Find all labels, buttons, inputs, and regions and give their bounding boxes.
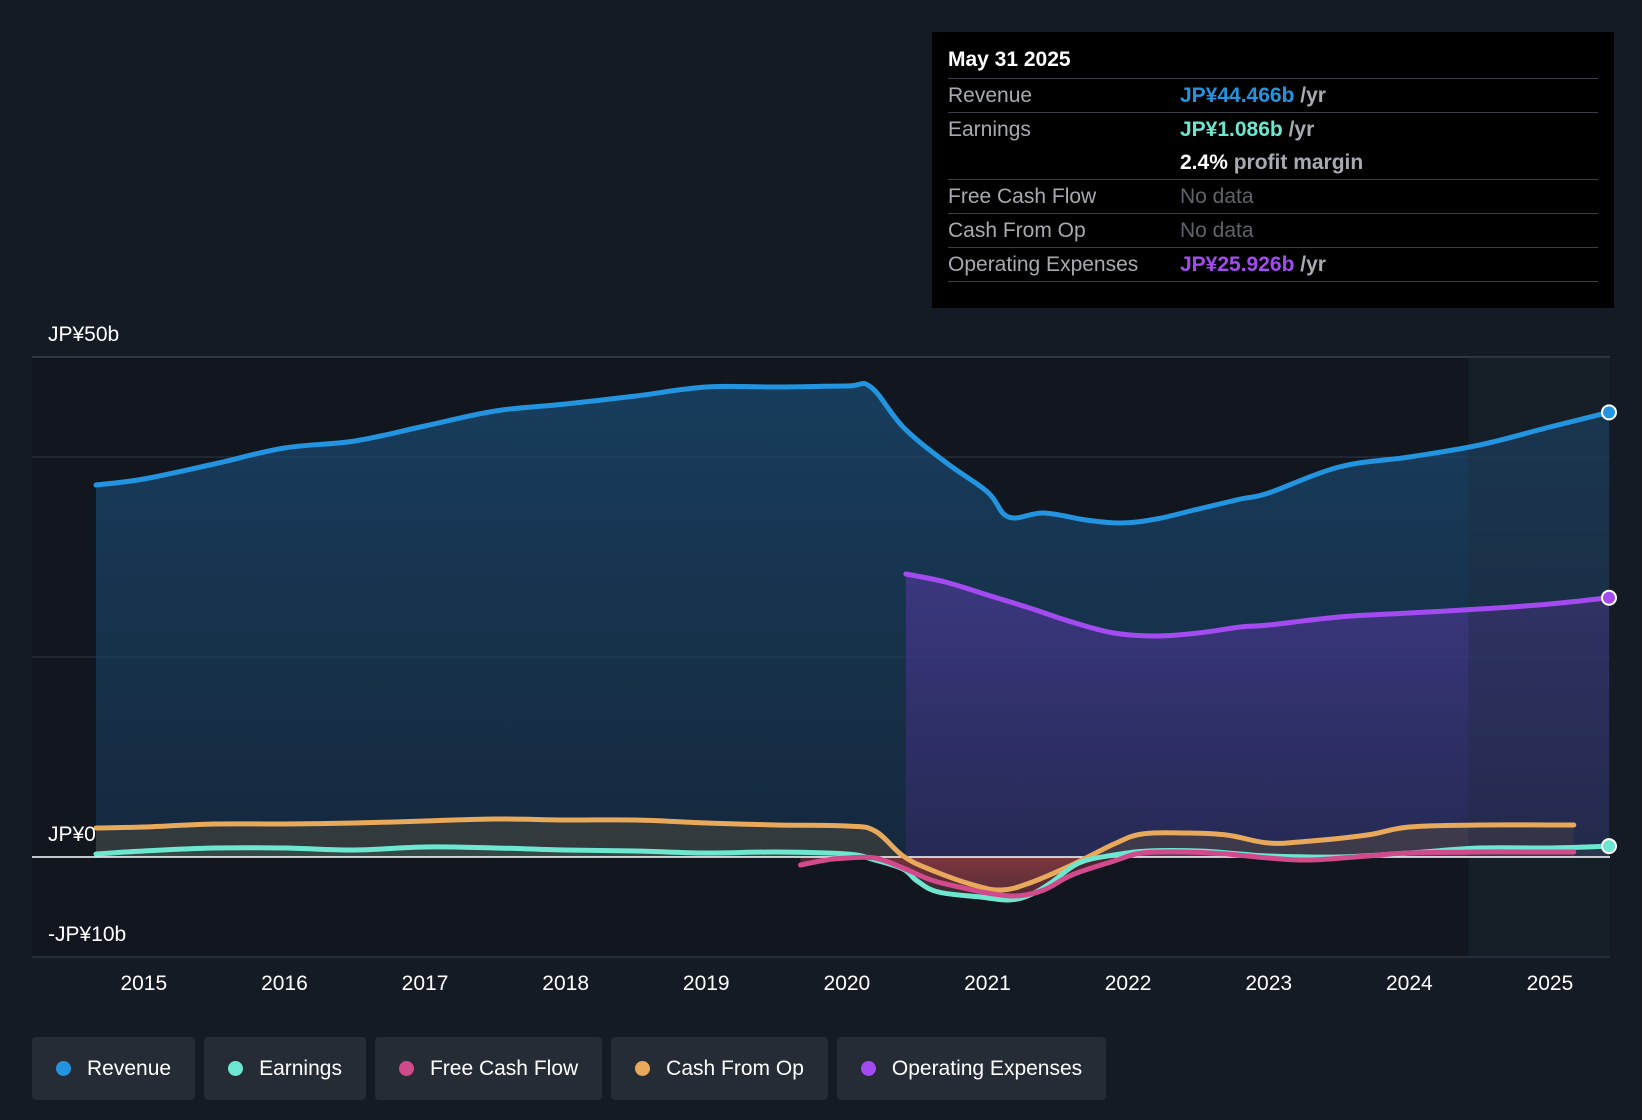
x-tick-2018: 2018 [542,972,589,995]
tooltip-opex-unit: /yr [1300,253,1326,276]
y-label-neg10: -JP¥10b [48,923,126,946]
revenue-dot-icon [56,1061,71,1076]
x-tick-2025: 2025 [1527,972,1574,995]
tooltip-row-revenue: Revenue JP¥44.466b /yr [948,79,1598,113]
tooltip-row-profit-margin: 2.4% profit margin [948,146,1598,180]
tooltip-cfo-label: Cash From Op [948,219,1086,242]
forecast-region [1468,357,1610,957]
x-tick-2024: 2024 [1386,972,1433,995]
x-tick-2023: 2023 [1245,972,1292,995]
x-axis-labels: 2015 2016 2017 2018 2019 2020 2021 2022 2023 2024… [120,972,1573,995]
x-tick-2021: 2021 [964,972,1011,995]
fcf-dot-icon [398,1061,414,1076]
legend-opex-label: Operating Expenses [891,1056,1083,1080]
tooltip-fcf-label: Free Cash Flow [948,185,1097,208]
y-label-0: JP¥0 [48,823,96,846]
legend-item-fcf[interactable]: Free Cash Flow [374,1037,603,1100]
x-tick-2017: 2017 [402,972,449,995]
opex-end-marker [1601,589,1617,606]
tooltip-row-fcf: Free Cash Flow No data [948,180,1598,214]
x-tick-2016: 2016 [261,972,308,995]
legend-earnings-label: Earnings [259,1056,342,1080]
tooltip-earnings-unit: /yr [1288,118,1315,141]
legend-item-revenue[interactable]: Revenue [32,1037,196,1100]
x-tick-2022: 2022 [1105,972,1152,995]
tooltip-row-cfo: Cash From Op No data [948,214,1598,248]
series-lines [93,380,1612,903]
tooltip-date: May 31 2025 [948,46,1598,79]
tooltip: May 31 2025 Revenue JP¥44.466b /yr Earni… [932,32,1614,308]
tooltip-earnings-label: Earnings [948,118,1031,141]
x-tick-2020: 2020 [824,972,871,995]
legend-cfo-label: Cash From Op [666,1056,804,1080]
revenue-end-marker [1601,404,1617,421]
cfo-line [93,816,1577,893]
x-tick-2019: 2019 [683,972,730,995]
tooltip-revenue-unit: /yr [1300,84,1326,107]
legend-revenue-label: Revenue [87,1056,172,1080]
tooltip-profit-margin-value: 2.4% [1180,151,1228,174]
opex-dot-icon [860,1061,876,1076]
tooltip-revenue-value: JP¥44.466b [1180,84,1295,107]
opex-area [905,574,1609,857]
tooltip-profit-margin-label: profit margin [1233,151,1364,174]
opex-line [903,571,1612,639]
legend: Revenue Earnings Free Cash Flow Cash Fro… [32,1037,1115,1100]
tooltip-opex-label: Operating Expenses [948,253,1139,276]
tooltip-revenue-label: Revenue [948,84,1033,107]
cfo-dot-icon [635,1061,651,1076]
x-tick-2015: 2015 [120,972,167,995]
tooltip-opex-value: JP¥25.926b [1180,253,1295,276]
tooltip-row-opex: Operating Expenses JP¥25.926b /yr [948,248,1598,282]
tooltip-row-earnings: Earnings JP¥1.086b /yr [948,113,1598,146]
tooltip-cfo-value: No data [1180,219,1254,242]
fcf-negative-area [800,857,1574,897]
tooltip-fcf-value: No data [1180,185,1254,208]
revenue-line [93,380,1612,526]
legend-item-cfo[interactable]: Cash From Op [611,1037,828,1100]
fcf-line [798,849,1577,899]
y-axis-labels: JP¥50b JP¥0 -JP¥10b [48,323,126,946]
earnings-dot-icon [228,1061,244,1076]
series-end-markers [1601,404,1617,855]
tooltip-earnings-value: JP¥1.086b [1180,118,1283,141]
earnings-end-marker [1601,838,1617,855]
legend-fcf-label: Free Cash Flow [429,1056,579,1080]
legend-item-opex[interactable]: Operating Expenses [836,1037,1107,1100]
y-label-50: JP¥50b [48,323,119,346]
legend-item-earnings[interactable]: Earnings [204,1037,366,1100]
